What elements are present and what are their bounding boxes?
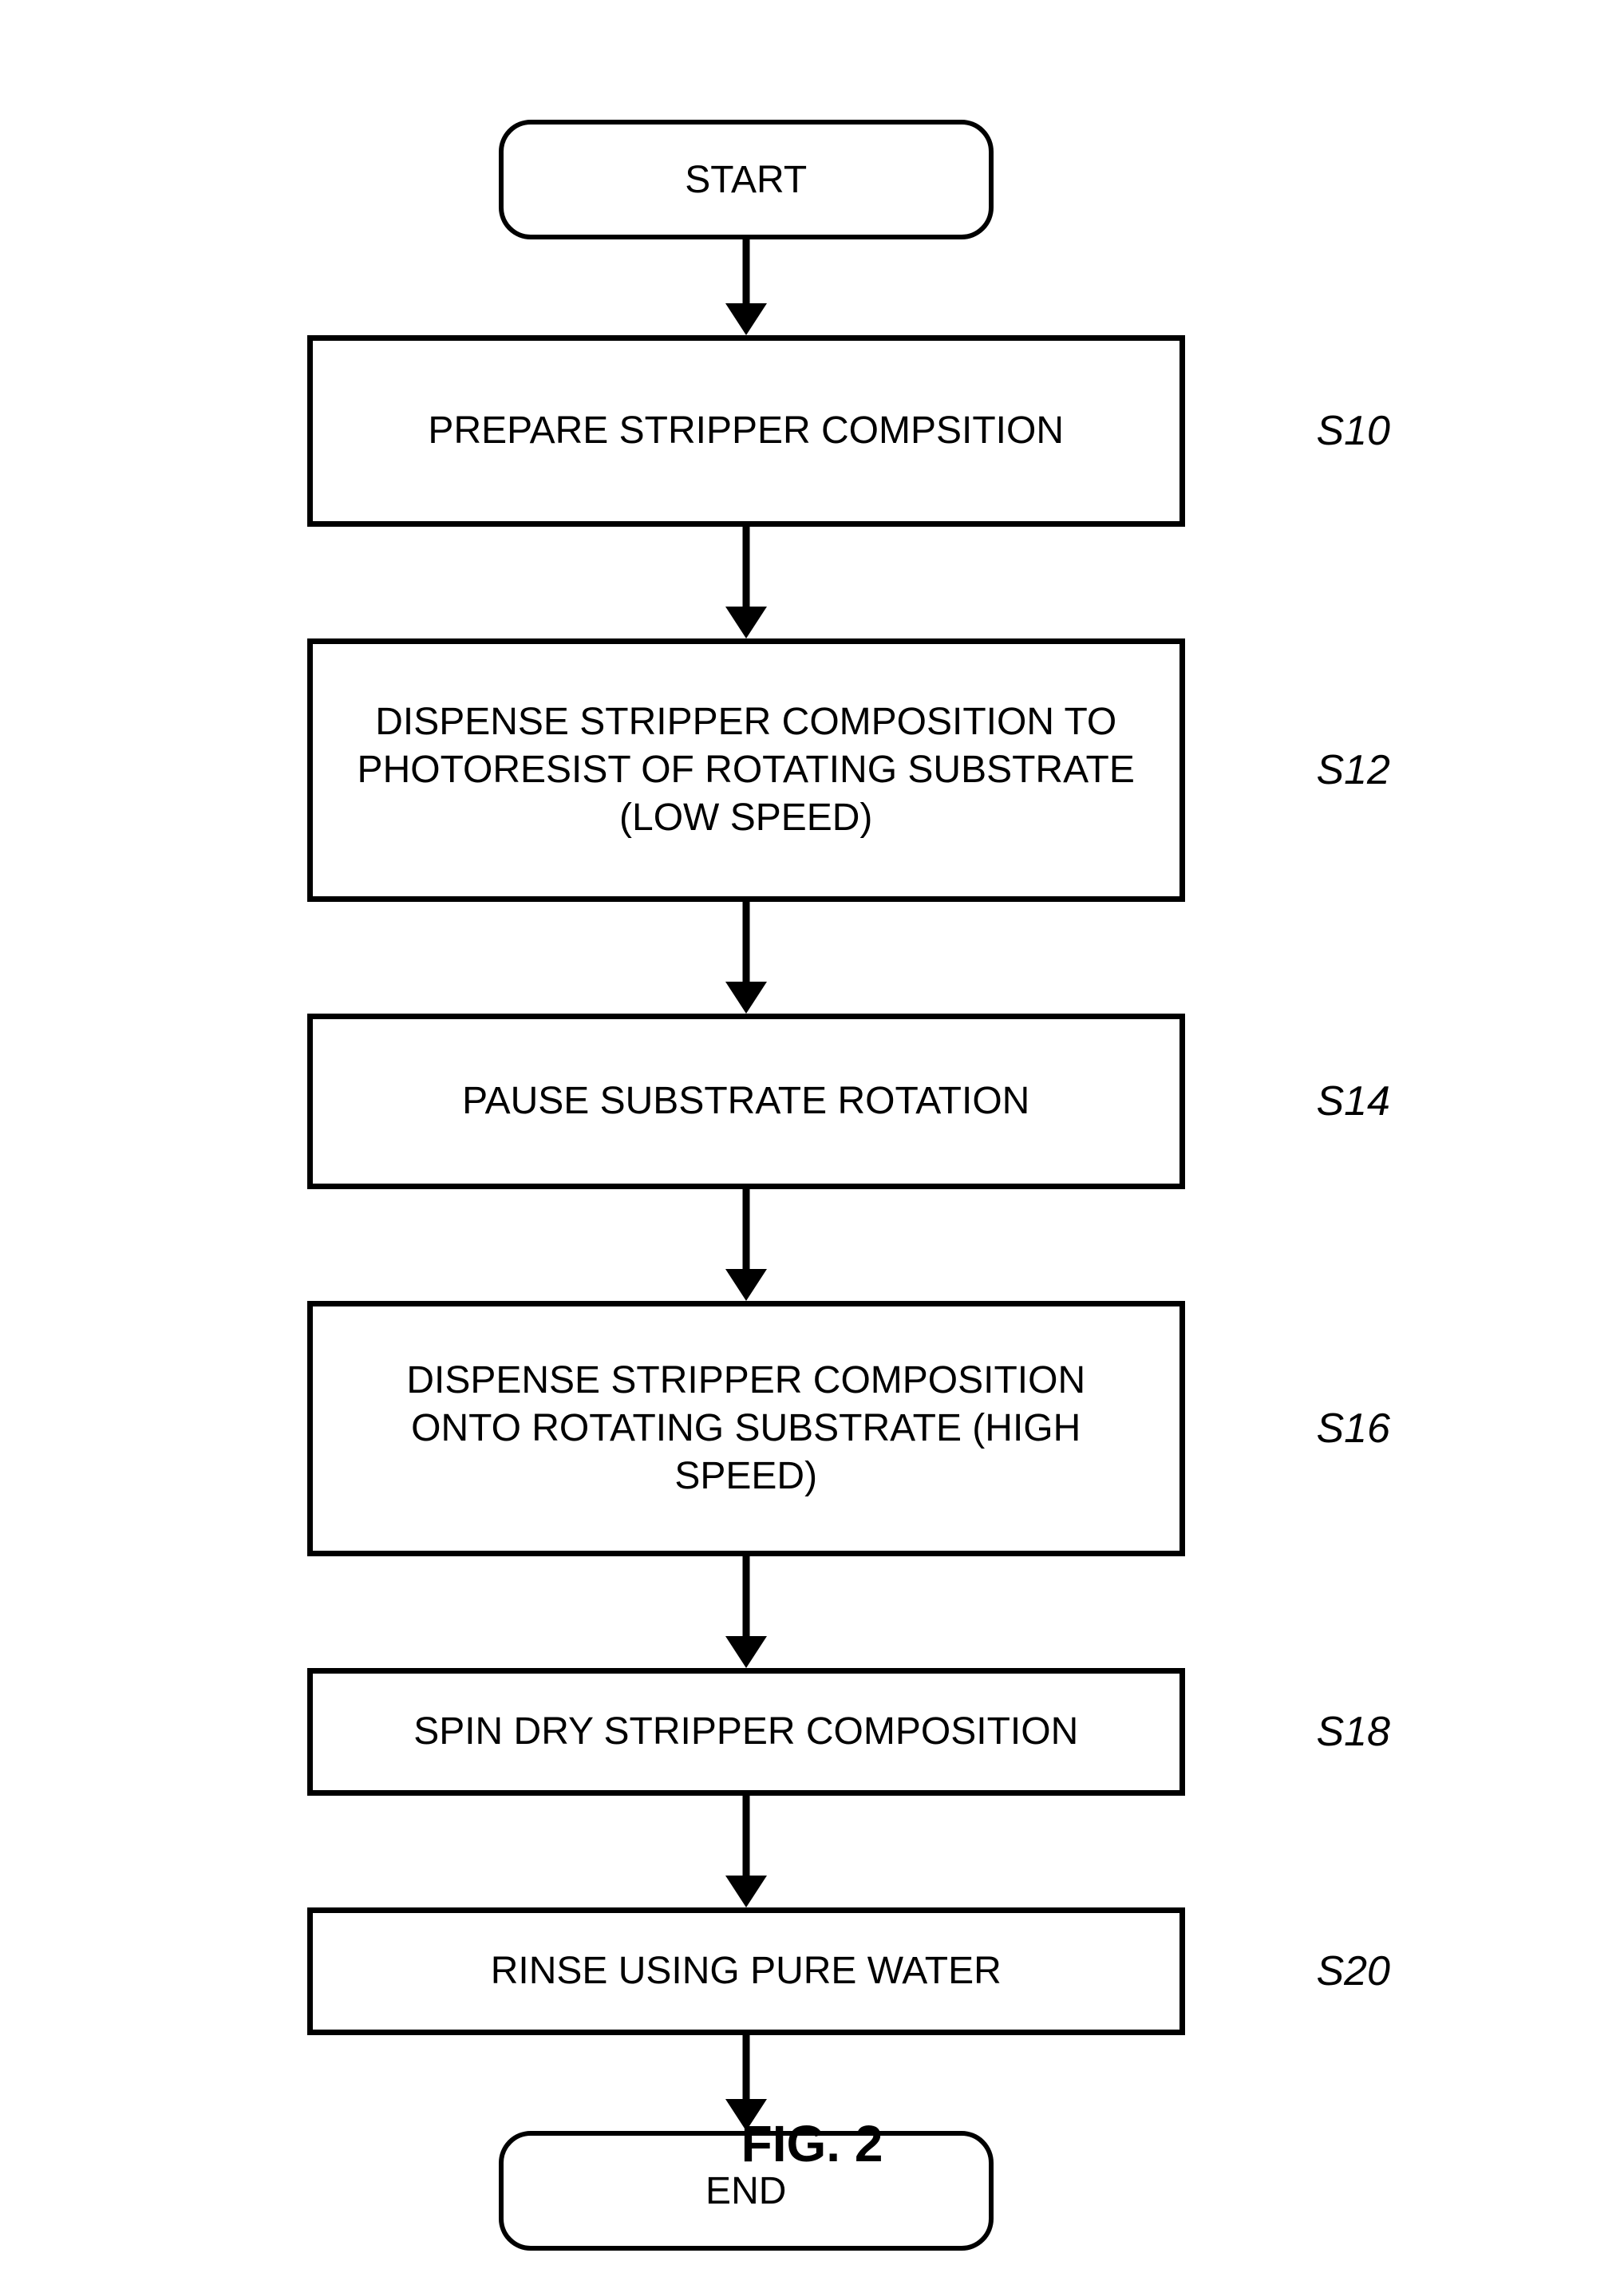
step-label: S18 [1316,1708,1390,1756]
arrow-row [0,527,1624,638]
process-s18: SPIN DRY STRIPPER COMPOSITION [307,1668,1185,1796]
process-s14: PAUSE SUBSTRATE ROTATION [307,1014,1185,1189]
step-label: S12 [1316,746,1390,794]
node-column: PAUSE SUBSTRATE ROTATION [207,1014,1284,1189]
flow-row: DISPENSE STRIPPER COMPOSITION TO PHOTORE… [0,638,1624,902]
arrow-wrap [207,1796,1284,1907]
process-s20: RINSE USING PURE WATER [307,1907,1185,2035]
node-column: START [207,120,1284,239]
arrow-down-icon [725,1796,767,1907]
process-s16: DISPENSE STRIPPER COMPOSITION ONTO ROTAT… [307,1301,1185,1556]
flow-row: PAUSE SUBSTRATE ROTATION S14 [0,1014,1624,1189]
arrow-row [0,902,1624,1014]
flow-row: START [0,120,1624,239]
arrow-wrap [207,1556,1284,1668]
arrow-row [0,1189,1624,1301]
process-s10: PREPARE STRIPPER COMPSITION [307,335,1185,527]
node-column: SPIN DRY STRIPPER COMPOSITION [207,1668,1284,1796]
label-column: S14 [1284,1077,1624,1125]
label-column: S12 [1284,746,1624,794]
arrow-down-icon [725,527,767,638]
figure-caption: FIG. 2 [0,2114,1624,2173]
arrow-wrap [207,239,1284,335]
flow-row: SPIN DRY STRIPPER COMPOSITION S18 [0,1668,1624,1796]
figure-page: START PREPARE STRIPPER COMPSITION S10 DISPE… [0,0,1624,2269]
arrow-row [0,1796,1624,1907]
label-column: S18 [1284,1708,1624,1756]
label-column: S10 [1284,407,1624,455]
flow-row: DISPENSE STRIPPER COMPOSITION ONTO ROTAT… [0,1301,1624,1556]
step-label: S14 [1316,1077,1390,1125]
arrow-wrap [207,1189,1284,1301]
node-column: RINSE USING PURE WATER [207,1907,1284,2035]
node-column: DISPENSE STRIPPER COMPOSITION TO PHOTORE… [207,638,1284,902]
label-column: S16 [1284,1405,1624,1453]
arrow-wrap [207,902,1284,1014]
step-label: S20 [1316,1947,1390,1995]
flowchart: START PREPARE STRIPPER COMPSITION S10 DISPE… [0,120,1624,2251]
node-column: PREPARE STRIPPER COMPSITION [207,335,1284,527]
arrow-row [0,1556,1624,1668]
arrow-down-icon [725,902,767,1014]
flow-row: RINSE USING PURE WATER S20 [0,1907,1624,2035]
step-label: S16 [1316,1405,1390,1453]
node-column: DISPENSE STRIPPER COMPOSITION ONTO ROTAT… [207,1301,1284,1556]
arrow-row [0,239,1624,335]
process-s12: DISPENSE STRIPPER COMPOSITION TO PHOTORE… [307,638,1185,902]
arrow-down-icon [725,239,767,335]
terminal-start: START [499,120,994,239]
arrow-down-icon [725,1556,767,1668]
arrow-down-icon [725,1189,767,1301]
flow-row: PREPARE STRIPPER COMPSITION S10 [0,335,1624,527]
label-column: S20 [1284,1947,1624,1995]
step-label: S10 [1316,407,1390,455]
arrow-wrap [207,527,1284,638]
